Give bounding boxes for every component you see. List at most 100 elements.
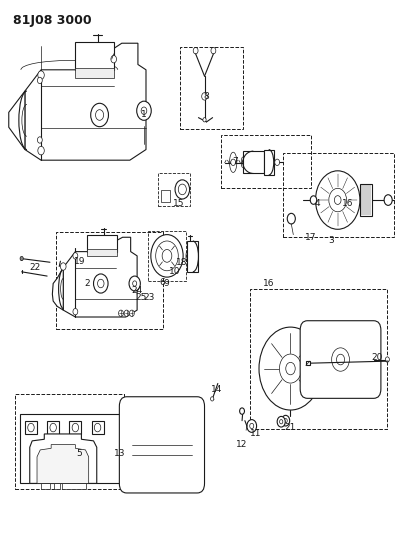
Bar bbox=[243, 151, 264, 173]
Bar bbox=[75, 68, 114, 78]
Text: 6: 6 bbox=[159, 278, 165, 287]
Text: 3: 3 bbox=[329, 237, 335, 246]
Circle shape bbox=[38, 71, 44, 79]
Text: 25: 25 bbox=[135, 293, 147, 302]
Circle shape bbox=[286, 362, 295, 375]
Circle shape bbox=[38, 147, 44, 155]
Circle shape bbox=[141, 107, 147, 115]
Circle shape bbox=[73, 309, 78, 315]
Text: 14: 14 bbox=[211, 385, 222, 394]
Text: 12: 12 bbox=[237, 440, 248, 449]
Circle shape bbox=[284, 418, 287, 423]
Text: 20: 20 bbox=[371, 353, 383, 362]
Bar bbox=[56, 232, 163, 329]
Bar bbox=[47, 421, 59, 434]
Bar bbox=[15, 394, 124, 489]
Text: 19: 19 bbox=[74, 257, 85, 265]
Circle shape bbox=[130, 310, 134, 317]
Circle shape bbox=[332, 348, 350, 371]
Circle shape bbox=[310, 196, 317, 204]
Circle shape bbox=[50, 423, 56, 432]
Text: 7: 7 bbox=[232, 157, 238, 166]
Text: 16: 16 bbox=[263, 279, 275, 288]
Bar bbox=[360, 184, 372, 216]
FancyBboxPatch shape bbox=[119, 397, 205, 493]
Circle shape bbox=[94, 274, 108, 293]
Bar bbox=[87, 249, 117, 256]
Circle shape bbox=[133, 281, 137, 286]
Circle shape bbox=[73, 253, 78, 259]
Bar bbox=[283, 154, 394, 237]
Circle shape bbox=[384, 195, 392, 205]
Polygon shape bbox=[25, 43, 146, 160]
Text: 11: 11 bbox=[250, 430, 262, 439]
Bar bbox=[161, 190, 170, 201]
Circle shape bbox=[202, 93, 207, 100]
Text: 21: 21 bbox=[285, 423, 296, 432]
Polygon shape bbox=[52, 268, 63, 310]
Circle shape bbox=[162, 249, 172, 262]
Circle shape bbox=[111, 55, 117, 63]
Bar bbox=[25, 421, 37, 434]
Text: 4: 4 bbox=[315, 199, 320, 208]
Polygon shape bbox=[63, 237, 137, 317]
Circle shape bbox=[37, 137, 42, 143]
Circle shape bbox=[137, 101, 151, 120]
Text: 16: 16 bbox=[342, 199, 354, 208]
Circle shape bbox=[124, 310, 129, 317]
Circle shape bbox=[287, 213, 295, 224]
Text: 81J08 3000: 81J08 3000 bbox=[13, 14, 92, 27]
Text: 17: 17 bbox=[305, 233, 316, 242]
Bar bbox=[87, 235, 117, 252]
Circle shape bbox=[259, 327, 322, 410]
Circle shape bbox=[385, 357, 389, 362]
Circle shape bbox=[178, 184, 186, 195]
Circle shape bbox=[277, 416, 285, 427]
Circle shape bbox=[94, 423, 101, 432]
Circle shape bbox=[231, 159, 236, 165]
Bar bbox=[41, 482, 50, 489]
Circle shape bbox=[37, 77, 42, 84]
Bar bbox=[92, 421, 104, 434]
Circle shape bbox=[281, 415, 290, 426]
Circle shape bbox=[72, 423, 79, 432]
Bar bbox=[20, 414, 120, 483]
Circle shape bbox=[96, 110, 104, 120]
Text: 2: 2 bbox=[85, 279, 90, 288]
Bar bbox=[264, 150, 274, 175]
Circle shape bbox=[91, 103, 109, 127]
Bar bbox=[62, 479, 86, 489]
Circle shape bbox=[275, 159, 279, 165]
Text: 13: 13 bbox=[114, 449, 126, 458]
Text: 5: 5 bbox=[77, 449, 82, 458]
Text: 22: 22 bbox=[30, 263, 40, 272]
Circle shape bbox=[28, 423, 34, 432]
FancyBboxPatch shape bbox=[300, 321, 381, 398]
Bar bbox=[158, 173, 190, 206]
Circle shape bbox=[20, 256, 23, 261]
Bar bbox=[306, 361, 310, 366]
Circle shape bbox=[175, 180, 190, 199]
Bar bbox=[187, 241, 198, 272]
Bar bbox=[54, 482, 60, 489]
Bar bbox=[148, 231, 186, 281]
Polygon shape bbox=[30, 434, 97, 483]
Bar bbox=[221, 135, 311, 188]
Circle shape bbox=[337, 354, 345, 365]
Circle shape bbox=[151, 235, 183, 277]
Text: 24: 24 bbox=[132, 286, 143, 295]
Text: 18: 18 bbox=[176, 258, 187, 266]
Bar bbox=[75, 42, 114, 70]
Text: 9: 9 bbox=[163, 279, 169, 288]
Circle shape bbox=[211, 397, 214, 401]
Polygon shape bbox=[9, 91, 25, 150]
Circle shape bbox=[240, 408, 245, 414]
Text: 1: 1 bbox=[141, 110, 147, 119]
Circle shape bbox=[279, 419, 283, 424]
Circle shape bbox=[156, 241, 178, 271]
Bar bbox=[250, 289, 387, 429]
Bar bbox=[180, 47, 243, 130]
Text: 10: 10 bbox=[169, 268, 181, 276]
Circle shape bbox=[315, 171, 360, 229]
Circle shape bbox=[60, 263, 66, 270]
